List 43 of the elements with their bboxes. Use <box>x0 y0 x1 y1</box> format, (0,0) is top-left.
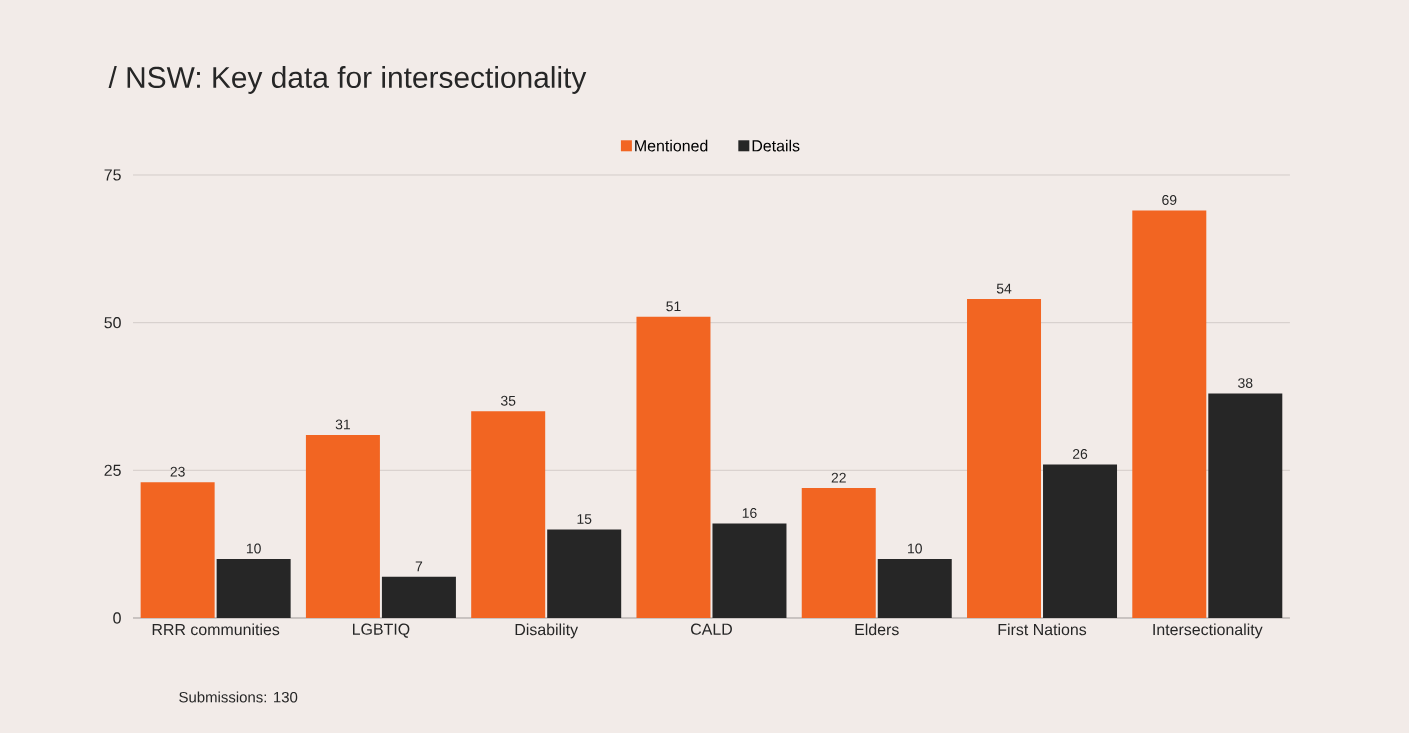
data-label: 35 <box>500 395 516 406</box>
y-tick-label: 75 <box>104 169 121 181</box>
legend-label: Details <box>752 139 800 152</box>
data-label: 10 <box>246 543 261 554</box>
bar <box>636 316 711 618</box>
data-label: 31 <box>335 419 350 430</box>
bar <box>712 523 787 618</box>
data-label: 22 <box>831 472 846 483</box>
y-tick-label: 25 <box>104 464 121 476</box>
data-label: 26 <box>1072 449 1088 459</box>
bar <box>381 576 456 618</box>
data-label: 15 <box>577 514 592 524</box>
chart-title: / NSW: Key data for intersectionality <box>108 66 587 94</box>
x-tick-label: First Nations <box>998 623 1087 636</box>
data-label: 7 <box>415 561 423 572</box>
bar <box>877 558 952 618</box>
data-label: 51 <box>666 301 681 312</box>
bar <box>547 529 622 618</box>
data-label: 38 <box>1238 378 1253 389</box>
bar <box>140 482 215 618</box>
x-tick-label: Intersectionality <box>1153 623 1263 639</box>
bar <box>1132 210 1207 618</box>
x-tick-label: RRR communities <box>152 623 280 636</box>
text: Submissions: 130 <box>179 691 298 703</box>
y-tick-label: 50 <box>104 317 121 329</box>
x-tick-label: Disability <box>515 623 579 639</box>
bar <box>1043 464 1118 618</box>
bar <box>305 434 380 618</box>
x-tick-label: Elders <box>855 623 899 636</box>
bar <box>967 299 1042 618</box>
bar <box>471 411 546 618</box>
x-tick-label: CALD <box>691 623 732 635</box>
data-label: 10 <box>908 543 922 554</box>
x-tick-label: LGBTIQ <box>353 623 410 638</box>
bar <box>801 488 876 618</box>
legend-label: Mentioned <box>635 139 708 152</box>
data-label: 16 <box>742 508 757 518</box>
bar <box>1208 393 1283 618</box>
data-label: 54 <box>996 283 1012 294</box>
data-label: 69 <box>1162 195 1177 205</box>
y-tick-label: 0 <box>113 612 121 624</box>
bar <box>216 558 291 618</box>
data-label: 23 <box>170 466 185 477</box>
